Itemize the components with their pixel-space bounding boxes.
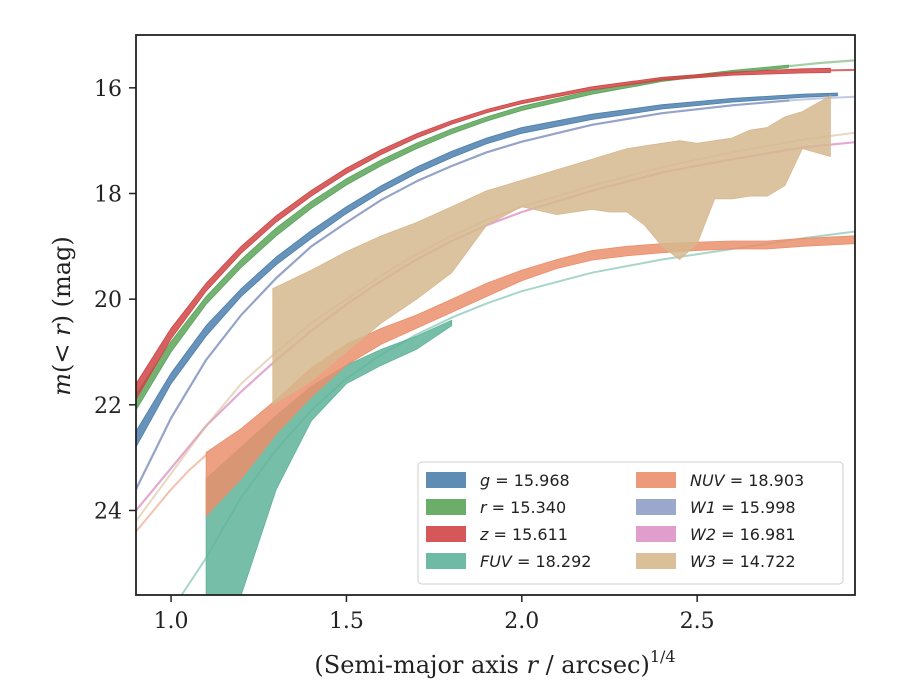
x-axis-label-exponent: 1/4 (650, 647, 676, 666)
x-tick-label: 2.5 (680, 609, 715, 634)
legend-label-r: r = 15.340 (480, 498, 566, 517)
legend-label-g: g = 15.968 (480, 471, 570, 490)
series-W1-line-1 (787, 95, 855, 102)
series-W3-band-0 (272, 95, 831, 406)
legend-swatch-W1 (636, 499, 676, 515)
series-r-line-0 (787, 59, 855, 68)
legend-swatch-r (426, 499, 466, 515)
legend-label-NUV: NUV = 18.903 (690, 471, 804, 490)
series-W3-line-0 (136, 131, 855, 522)
y-axis-label: m(< r) (mag) (48, 236, 76, 396)
ticks-layer: 1.0 1.5 2.0 2.5 16 18 20 22 24 (94, 77, 715, 634)
legend-swatch-FUV (426, 553, 466, 569)
y-tick-label: 22 (94, 394, 122, 419)
series-FUV-line-0 (180, 230, 855, 595)
legend-swatch-z (426, 526, 466, 542)
legend-box (417, 461, 844, 585)
plot-frame (135, 34, 856, 596)
x-axis-label: (Semi-major axis r / arcsec)1/4 (314, 647, 675, 679)
y-tick-label: 18 (94, 182, 122, 207)
series-r-band-0 (136, 64, 789, 411)
y-tick-label: 16 (94, 77, 122, 102)
series-g-band-0 (136, 92, 838, 448)
legend-label-W3: W3 = 14.722 (690, 552, 796, 571)
legend-swatch-W3 (636, 553, 676, 569)
legend-label-FUV: FUV = 18.292 (480, 552, 591, 571)
series-z-band-0 (136, 67, 831, 401)
legend-swatch-g (426, 472, 466, 488)
legend-label-W2: W2 = 16.981 (690, 525, 796, 544)
legend-label-W1: W1 = 15.998 (690, 498, 796, 517)
series-NUV-line-0 (136, 454, 208, 533)
series-z-line-0 (829, 68, 855, 72)
legend-swatch-NUV (636, 472, 676, 488)
y-tick-label: 24 (94, 499, 122, 524)
x-tick-label: 1.0 (154, 609, 189, 634)
x-tick-label: 1.5 (329, 609, 364, 634)
legend-swatch-W2 (636, 526, 676, 542)
series-layer (136, 59, 855, 595)
series-W1-line-0 (136, 99, 790, 491)
x-tick-label: 2.0 (504, 609, 539, 634)
y-tick-label: 20 (94, 288, 122, 313)
legend: g = 15.968 r = 15.340 z = 15.611 FUV = 18.2… (417, 461, 844, 585)
legend-label-z: z = 15.611 (479, 525, 568, 544)
series-NUV-band-0 (205, 235, 855, 517)
